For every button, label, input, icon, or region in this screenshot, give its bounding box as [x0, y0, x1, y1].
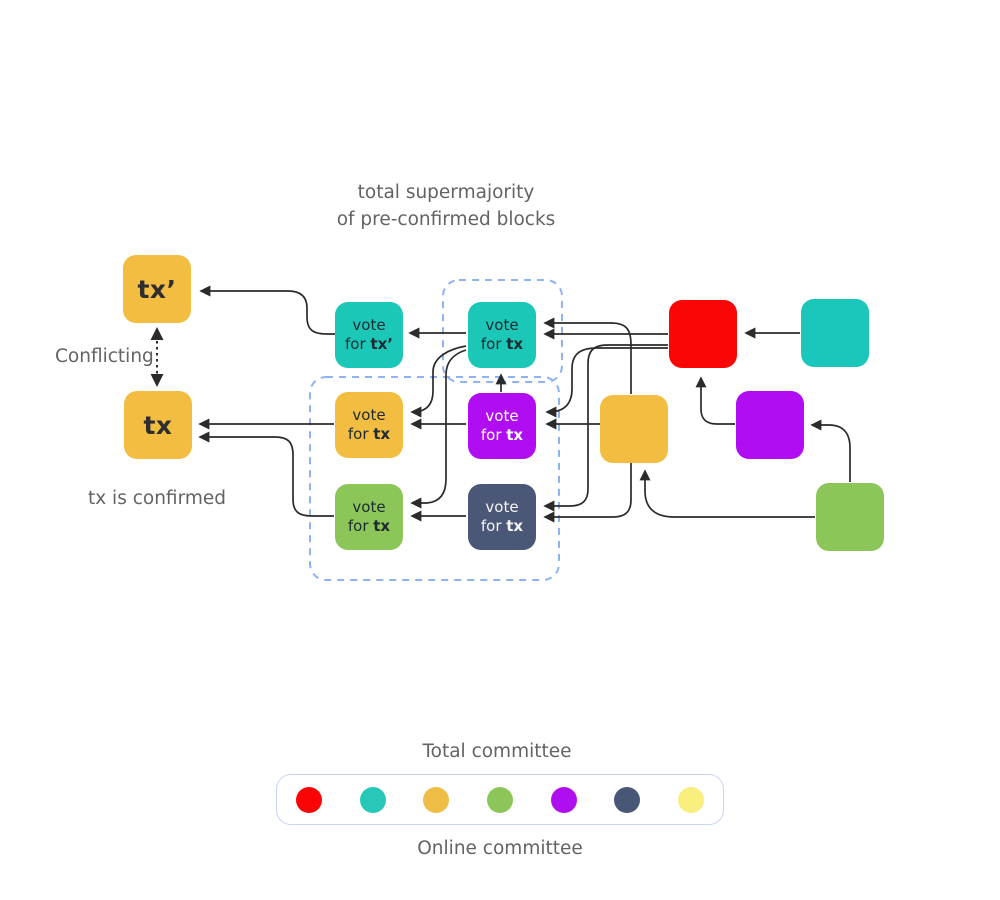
arrow-greenBlock-to-yellowBlock [639, 469, 815, 518]
arrow-redBlock-to-voteTxSlate [543, 344, 668, 512]
legend-dot-green [486, 786, 513, 813]
arrow-purpleBlock-to-redBlock [695, 376, 735, 425]
vote-word: vote [352, 498, 386, 516]
committee-block-green [816, 483, 884, 551]
committee-block-purple [736, 391, 804, 459]
legend-dot-yellow [423, 786, 450, 813]
total-committee-label: Total committee [422, 741, 572, 762]
vote-word: vote [485, 407, 519, 425]
vote-for-tx-slate-block: vote for tx [468, 484, 536, 550]
online-committee-box [276, 774, 724, 825]
arrow-voteTxGreen-to-tx [198, 431, 334, 517]
legend-dot-purple [550, 786, 577, 813]
arrow-greenBlock-to-purpleBlock [810, 419, 851, 482]
vote-target: for tx [480, 517, 524, 535]
vote-word: vote [485, 498, 519, 516]
legend-dot-red [296, 786, 322, 813]
tx-block: tx [124, 391, 192, 459]
vote-target: for tx [480, 335, 524, 353]
committee-block-red [669, 300, 737, 368]
vote-for-tx-yellow-block: vote for tx [335, 392, 403, 458]
vote-target: for tx’ [345, 335, 393, 353]
arrow-voteTxPrime-to-txPrime [199, 285, 335, 335]
vote-word: vote [485, 316, 519, 334]
committee-block-teal [801, 299, 869, 367]
dashed-group-votes [309, 376, 560, 581]
committee-block-yellow [600, 395, 668, 463]
tx-label: tx [143, 410, 173, 440]
legend-dot-light-yellow [677, 786, 704, 813]
online-committee-label: Online committee [417, 838, 583, 859]
tx-confirmed-label: tx is confirmed [87, 488, 227, 509]
vote-for-tx-teal-block: vote for tx [468, 302, 536, 368]
vote-for-tx-green-block: vote for tx [335, 484, 403, 550]
vote-target: for tx [480, 426, 524, 444]
vote-target: for tx [347, 517, 391, 535]
arrow-redBlock-to-voteTxPurple [545, 347, 668, 418]
legend-dot-slate [614, 786, 641, 813]
arrow-yellowBlock-to-voteTxSlate [543, 463, 632, 523]
vote-for-tx-prime-teal-block: vote for tx’ [335, 302, 403, 368]
legend-dot-teal [359, 786, 386, 813]
arrow-voteTxTeal-to-voteTxGreen [410, 349, 467, 509]
vote-word: vote [352, 316, 386, 334]
title-line-2: of pre-confirmed blocks [336, 208, 556, 230]
title-line-1: total supermajority [357, 182, 535, 203]
vote-target: for tx [347, 425, 391, 443]
diagram-title: total supermajority of pre-confirmed blo… [337, 180, 556, 233]
vote-word: vote [352, 406, 386, 424]
tx-prime-label: tx’ [137, 274, 177, 304]
arrow-voteTxTeal-to-voteTxYellow [410, 345, 467, 418]
tx-prime-block: tx’ [123, 255, 191, 323]
conflicting-label: Conflicting [55, 346, 154, 367]
vote-for-tx-purple-block: vote for tx [468, 393, 536, 459]
